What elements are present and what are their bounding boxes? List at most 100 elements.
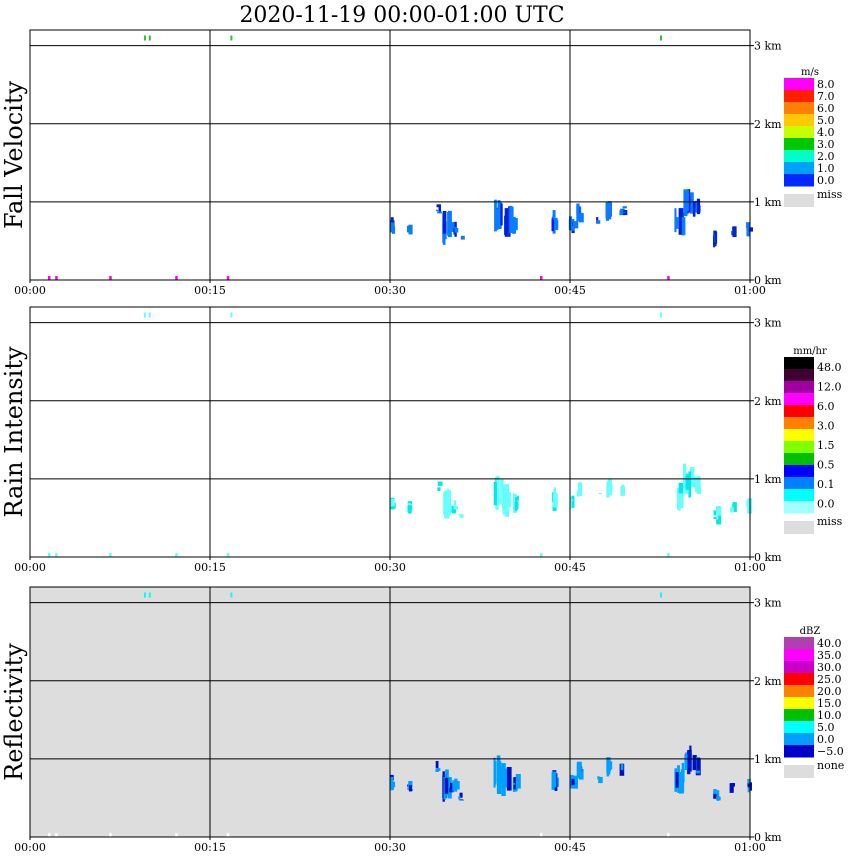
echo-cell — [607, 209, 611, 213]
echo-cell — [747, 505, 751, 510]
colorbar-swatch — [784, 649, 814, 662]
echo-cell — [692, 755, 697, 771]
echo-cell — [438, 206, 441, 213]
colorbar-label: 0.5 — [817, 458, 835, 471]
colorbar: dBZ40.035.030.025.020.015.010.05.00.0−5.… — [784, 626, 844, 778]
colorbar-label: 1.0 — [817, 162, 835, 175]
echo-cell — [407, 503, 411, 506]
echo-cell — [552, 492, 556, 504]
surface-echo — [48, 833, 51, 837]
echo-cell — [437, 211, 442, 214]
echo-cell — [573, 776, 578, 781]
y-tick-label: 3 km — [754, 597, 782, 610]
echo-cell — [748, 227, 753, 232]
colorbar-swatch — [784, 114, 814, 127]
echo-cell — [496, 476, 500, 506]
surface-echo — [226, 276, 230, 280]
x-tick-label: 00:15 — [194, 561, 226, 574]
colorbar-label: 3.0 — [817, 138, 835, 151]
echo-cell — [573, 775, 578, 789]
echo-cell — [452, 780, 458, 792]
x-tick-label: 00:15 — [194, 841, 226, 854]
colorbar-swatch — [784, 685, 814, 698]
echo-cell — [681, 762, 685, 792]
echo-cell — [620, 208, 625, 216]
panels: 00:00 00:15 00:30 00:45 01:000 km1 km2 km3 k… — [0, 29, 844, 854]
surface-echo — [667, 276, 670, 280]
colorbar-label: 8.0 — [817, 78, 835, 91]
echo-cell — [444, 496, 448, 518]
colorbar-label: 25.0 — [817, 673, 842, 686]
colorbar-swatch — [784, 661, 814, 674]
echo-cell — [514, 501, 519, 510]
echo-cell — [447, 490, 451, 514]
upper-echo — [660, 35, 662, 41]
echo-cell — [571, 495, 575, 508]
colorbar-swatch — [784, 637, 814, 650]
echo-cell — [496, 209, 499, 230]
echo-cell — [679, 772, 684, 794]
x-tick-label: 00:30 — [374, 284, 406, 297]
echo-cell — [451, 506, 456, 514]
echo-cell — [679, 212, 684, 233]
echo-cell — [391, 498, 395, 507]
echo-cell — [596, 220, 601, 224]
panel-1: 00:00 00:15 00:30 00:45 01:000 km 1 km 2 km 3 k… — [0, 29, 843, 297]
y-tick-label: 3 km — [754, 317, 782, 330]
echo-cell — [577, 771, 582, 779]
colorbar-swatch — [784, 417, 814, 430]
upper-echo — [230, 312, 233, 318]
echo-cell — [713, 510, 717, 516]
surface-echo — [109, 276, 112, 280]
colorbar-swatch — [784, 745, 814, 758]
colorbar-swatch — [784, 477, 814, 490]
echo-cell — [390, 222, 395, 231]
echo-cell — [619, 210, 622, 216]
upper-echo — [230, 35, 233, 41]
echo-cell — [437, 481, 443, 486]
colorbar-swatch — [784, 405, 814, 418]
colorbar-label: 0.1 — [817, 478, 835, 491]
echo-cell — [681, 217, 686, 235]
colorbar-swatch — [784, 465, 814, 478]
x-tick-label: 00:00 — [14, 841, 46, 854]
colorbar-label: 0.0 — [817, 497, 835, 510]
echo-cell — [716, 796, 721, 801]
echo-cell — [713, 516, 718, 519]
echo-cell — [696, 758, 701, 771]
echo-cell — [409, 785, 412, 792]
echo-cell — [569, 216, 573, 231]
x-tick-label: 00:45 — [554, 284, 586, 297]
echo-cell — [553, 771, 557, 788]
y-tick-label: 0 km — [754, 551, 782, 564]
echo-cell — [436, 204, 441, 208]
colorbar-swatch — [784, 78, 814, 91]
echo-cell — [696, 198, 701, 215]
echo-cell — [729, 783, 734, 793]
echo-cell — [407, 505, 413, 510]
x-tick-label: 00:30 — [374, 841, 406, 854]
echo-cell — [747, 783, 751, 788]
echo-cell — [459, 792, 463, 798]
panel-label: Reflectivity — [0, 643, 28, 781]
colorbar-label: 4.0 — [817, 126, 835, 139]
echo-cell — [407, 225, 410, 233]
echo-cell — [512, 219, 515, 234]
x-tick-label: 00:45 — [554, 841, 586, 854]
colorbar-unit: dBZ — [800, 626, 821, 637]
echo-cell — [390, 783, 394, 790]
panel-3: 00:00 00:15 00:30 00:45 01:000 km 1 km 2 km 3 k… — [0, 586, 844, 854]
echo-cell — [459, 800, 465, 801]
echo-cell — [551, 774, 554, 790]
echo-cell — [622, 206, 627, 209]
upper-echo — [144, 35, 146, 41]
echo-field — [48, 312, 753, 557]
echo-cell — [571, 778, 575, 786]
colorbar-label: 5.0 — [817, 721, 835, 734]
echo-cell — [674, 217, 679, 229]
echo-cell — [512, 783, 516, 785]
colorbar-swatch — [784, 162, 814, 175]
x-tick-label: 00:30 — [374, 561, 406, 574]
